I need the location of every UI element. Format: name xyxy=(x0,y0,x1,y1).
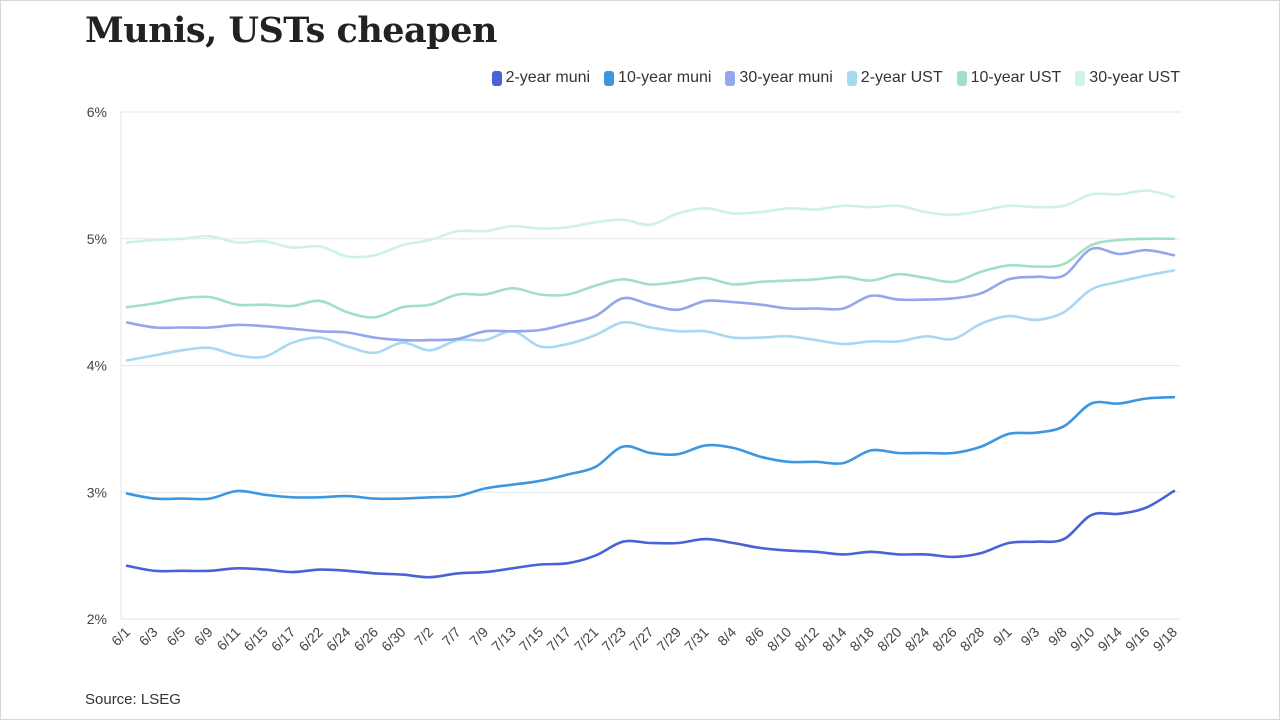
x-tick-label: 7/17 xyxy=(543,624,574,655)
x-tick-label: 7/23 xyxy=(598,624,629,655)
x-tick-label: 9/8 xyxy=(1045,624,1070,649)
x-tick-label: 8/14 xyxy=(819,624,850,655)
x-tick-label: 8/24 xyxy=(902,624,933,655)
x-tick-label: 6/24 xyxy=(323,624,354,655)
x-tick-label: 8/10 xyxy=(764,624,795,655)
x-tick-label: 9/16 xyxy=(1122,624,1153,655)
y-tick-label: 5% xyxy=(87,231,107,247)
series-line-30-year-muni xyxy=(125,246,1176,342)
x-tick-label: 6/3 xyxy=(136,624,161,649)
legend-label: 10-year muni xyxy=(618,69,712,86)
legend-swatch xyxy=(604,70,615,86)
legend-label: 30-year UST xyxy=(1089,69,1180,86)
legend-label: 2-year UST xyxy=(860,69,943,86)
x-tick-label: 8/20 xyxy=(874,624,905,655)
legend: 2-year muni 10-year muni 30-year muni 2-yea… xyxy=(491,69,1180,87)
series-line-2-year-ust xyxy=(125,269,1176,362)
y-axis: 2% 3% 4% 5% 6% xyxy=(87,104,107,627)
x-tick-label: 8/28 xyxy=(957,624,988,655)
source-note: Source: LSEG xyxy=(85,691,181,708)
legend-swatch xyxy=(725,70,736,86)
legend-item-2-year-ust: 2-year UST xyxy=(846,69,943,87)
series-line-2-year-muni xyxy=(125,489,1176,579)
series-line-10-year-ust xyxy=(125,237,1176,319)
x-tick-label: 6/17 xyxy=(268,624,299,655)
y-tick-label: 3% xyxy=(87,484,107,500)
legend-item-30-year-muni: 30-year muni xyxy=(725,69,833,87)
x-tick-label: 6/30 xyxy=(378,624,409,655)
x-axis: 6/1 6/3 6/5 6/96/116/156/176/226/246/266/30… xyxy=(108,624,1180,655)
legend-label: 10-year UST xyxy=(970,69,1062,86)
x-tick-label: 6/9 xyxy=(191,624,216,649)
x-tick-label: 8/4 xyxy=(714,624,739,649)
x-tick-label: 7/13 xyxy=(488,624,519,655)
legend-label: 2-year muni xyxy=(505,69,591,86)
legend-label: 30-year muni xyxy=(739,69,833,86)
legend-swatch xyxy=(1075,70,1086,86)
legend-item-10-year-muni: 10-year muni xyxy=(604,69,711,87)
x-tick-label: 9/1 xyxy=(990,624,1015,649)
x-tick-label: 6/15 xyxy=(240,624,271,655)
x-tick-label: 7/27 xyxy=(626,624,657,655)
x-tick-label: 7/9 xyxy=(466,624,491,649)
chart-title: Munis, USTs cheapen xyxy=(85,10,497,51)
x-tick-label: 6/22 xyxy=(295,624,326,655)
x-tick-label: 6/1 xyxy=(108,624,133,649)
x-tick-label: 9/18 xyxy=(1150,624,1181,655)
legend-item-2-year-muni: 2-year muni xyxy=(491,69,591,87)
x-tick-label: 9/10 xyxy=(1067,624,1098,655)
x-tick-label: 8/6 xyxy=(742,624,767,649)
x-tick-label: 6/26 xyxy=(351,624,382,655)
x-tick-label: 7/31 xyxy=(681,624,712,655)
series-line-10-year-muni xyxy=(125,395,1176,501)
series-lines xyxy=(125,189,1176,579)
y-tick-label: 4% xyxy=(87,358,107,374)
x-tick-label: 7/2 xyxy=(411,624,436,649)
x-tick-label: 9/3 xyxy=(1017,624,1042,649)
legend-swatch xyxy=(846,70,857,86)
series-line-30-year-ust xyxy=(125,189,1176,259)
legend-item-30-year-ust: 30-year UST xyxy=(1075,69,1180,87)
x-tick-label: 6/11 xyxy=(213,624,243,654)
legend-item-10-year-ust: 10-year UST xyxy=(956,69,1062,87)
y-tick-label: 2% xyxy=(87,611,107,627)
x-tick-label: 8/26 xyxy=(929,624,960,655)
y-tick-label: 6% xyxy=(87,104,107,120)
x-tick-label: 6/5 xyxy=(163,624,188,649)
legend-swatch xyxy=(956,70,967,86)
x-tick-label: 7/15 xyxy=(516,624,547,655)
x-tick-label: 7/7 xyxy=(439,624,464,649)
x-tick-label: 8/12 xyxy=(791,624,822,655)
x-tick-label: 9/14 xyxy=(1094,624,1125,655)
x-tick-label: 7/29 xyxy=(654,624,685,655)
x-tick-label: 8/18 xyxy=(846,624,877,655)
grid-lines xyxy=(120,111,1180,620)
x-tick-label: 7/21 xyxy=(571,624,602,655)
legend-swatch xyxy=(491,70,502,86)
